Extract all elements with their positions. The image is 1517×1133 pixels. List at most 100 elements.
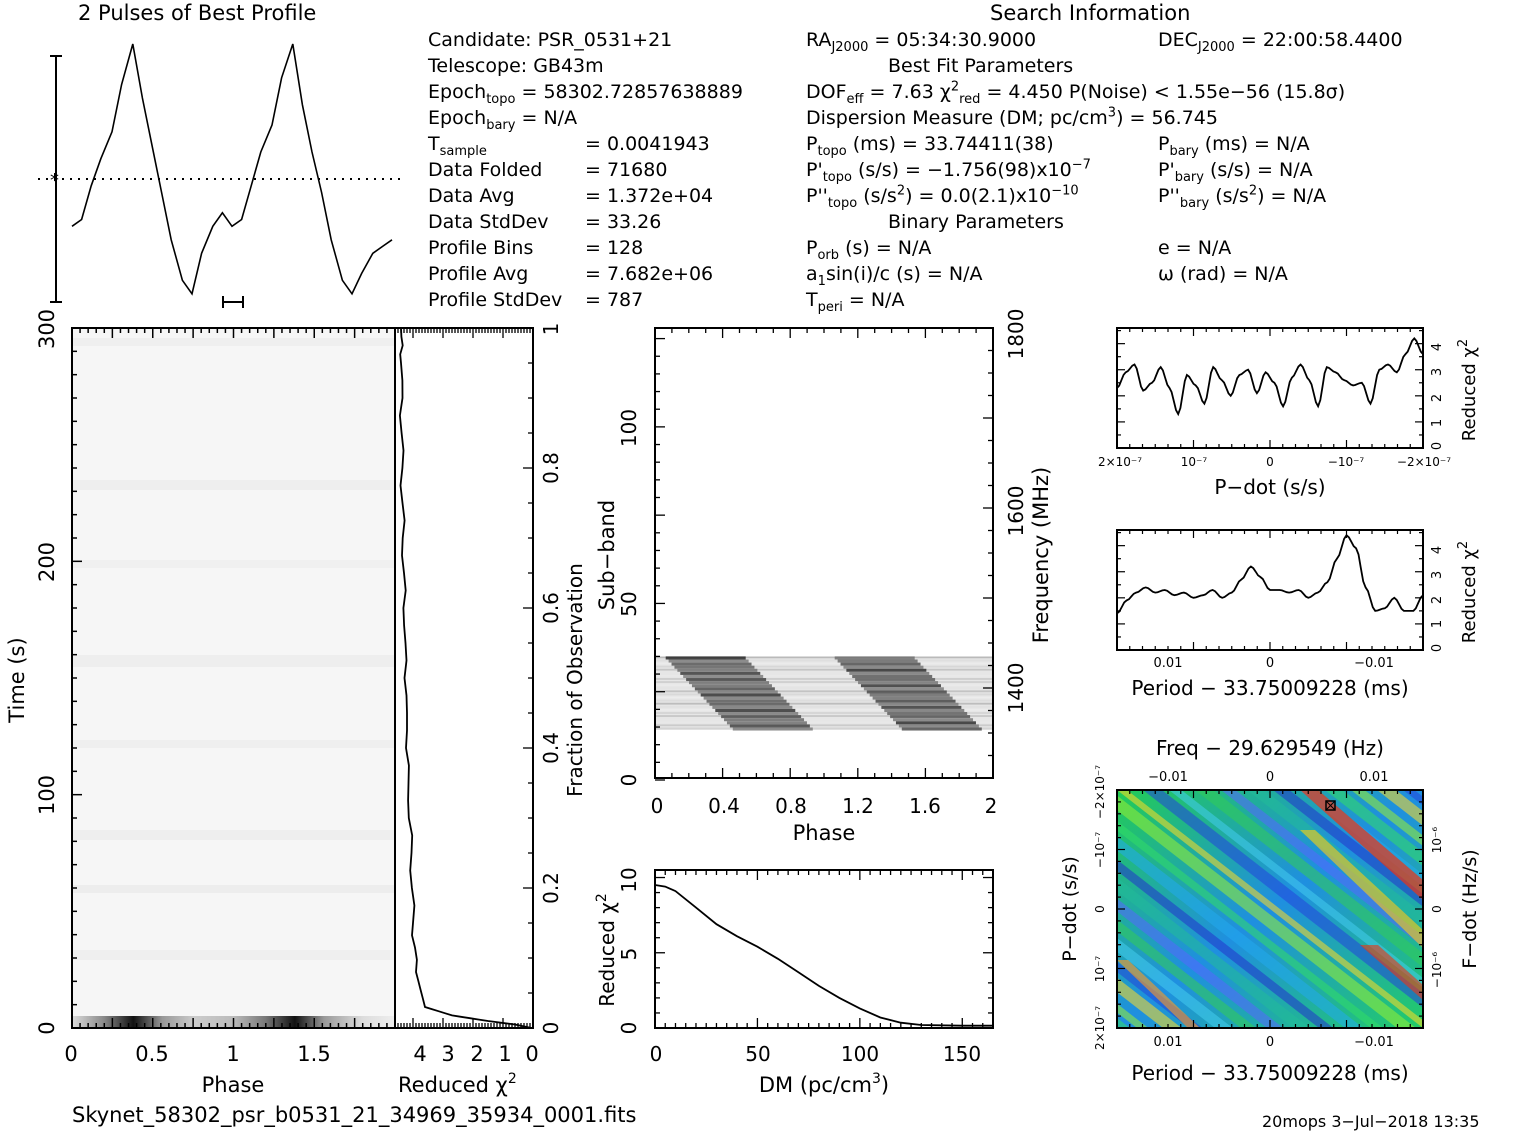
pd-ytick-3: 3 xyxy=(1430,368,1445,376)
subband-row xyxy=(655,671,993,674)
search-info-title: Search Information xyxy=(990,1,1191,25)
data-avg-label: Data Avg xyxy=(428,185,515,207)
ppd-band xyxy=(1117,977,1182,1028)
subband-pulse xyxy=(715,708,796,713)
subband-pulse xyxy=(683,674,764,679)
subband-row xyxy=(655,659,993,662)
sb-phase-xlabel: Phase xyxy=(793,821,856,845)
tperi-line: Tperi = N/A xyxy=(806,289,905,315)
profile-stddev-label: Profile StdDev xyxy=(428,289,563,311)
ppd-band xyxy=(1143,790,1423,1008)
profile-title: 2 Pulses of Best Profile xyxy=(78,1,317,25)
porb-line: Porb (s) = N/A xyxy=(806,237,932,263)
a1sini-line: a1sin(i)/c (s) = N/A xyxy=(806,263,983,289)
ppd-band-yellow xyxy=(1300,830,1423,948)
subband-pulse xyxy=(712,705,793,709)
ppd-period-tick-0.01: 0.01 xyxy=(1154,1035,1183,1050)
dm-redchi-line xyxy=(654,884,993,1027)
timestamp-label: 20mops 3−Jul−2018 13:35 xyxy=(1262,1112,1480,1131)
ppd-band xyxy=(1351,790,1423,846)
ppd-peak-band xyxy=(1300,790,1423,900)
profile-avg-value: = 7.682e+06 xyxy=(585,263,714,285)
ppd-fdot-ylabel: F−dot (Hz/s) xyxy=(1459,849,1481,968)
fraction-ylabel: Fraction of Observation xyxy=(563,563,587,797)
profile-line xyxy=(71,43,393,296)
frac-tick-0: 0 xyxy=(539,1022,563,1035)
time-phase-image xyxy=(72,328,395,1028)
ppd-ytick-0: 0 xyxy=(1093,905,1107,913)
ppd-band xyxy=(1195,790,1423,968)
epoch-bary-line: Epochbary = N/A xyxy=(428,107,578,133)
ppd-band xyxy=(1507,790,1517,1028)
ppd-band xyxy=(1117,1017,1130,1028)
pr-ytick-4: 4 xyxy=(1430,546,1445,554)
dec-line: DECJ2000 = 22:00:58.4400 xyxy=(1158,29,1403,55)
time-tick-100: 100 xyxy=(35,775,59,815)
period-pdot-map: Freq − 29.629549 (Hz) −0.01 0 0.01 0.01 … xyxy=(1059,736,1517,1085)
ppd-ytick-2e-7: 2×10⁻⁷ xyxy=(1093,1006,1107,1050)
subband-row xyxy=(655,684,993,687)
subband-row xyxy=(655,712,993,714)
dm-tick-50: 50 xyxy=(745,1042,770,1066)
dm-ytick-5: 5 xyxy=(617,948,641,961)
fdot-tick-1e-6: 10⁻⁶ xyxy=(1430,827,1444,854)
subband-pulse xyxy=(680,671,761,675)
subband-row xyxy=(655,727,993,730)
subband-pulse xyxy=(843,665,924,669)
best-fit-marker xyxy=(1325,800,1336,811)
pdot-tick-2e-7: 2×10⁻⁷ xyxy=(1098,455,1142,469)
pdot-tick-neg2e-7: −2×10⁻⁷ xyxy=(1397,455,1451,469)
subband-pulse xyxy=(837,659,918,663)
time-tick-200: 200 xyxy=(35,542,59,582)
subband-pulse xyxy=(878,702,959,706)
dof-chi-line: DOFeff = 7.63 χ2red = 4.450 P(Noise) < 1… xyxy=(806,79,1346,107)
redchi-tick-4: 4 xyxy=(413,1042,426,1066)
ppd-band xyxy=(1117,1003,1149,1028)
dm-xlabel: DM (pc/cm3) xyxy=(759,1071,889,1097)
phase-tick-1.5: 1.5 xyxy=(297,1042,330,1066)
subband-row xyxy=(655,656,993,659)
freq-tick-neg0.01: −0.01 xyxy=(1148,770,1188,785)
pddot-bary-line: P''bary (s/s2) = N/A xyxy=(1158,183,1327,211)
time-phase-plot: 0 0.5 1 1.5 Phase 0 100 200 300 Time (s) xyxy=(5,309,396,1097)
time-ylabel: Time (s) xyxy=(5,637,29,723)
profile-bins-value: = 128 xyxy=(585,237,644,259)
dm-ytick-10: 10 xyxy=(617,867,641,892)
telescope-line: Telescope: GB43m xyxy=(428,55,604,77)
ppd-band xyxy=(1117,859,1334,1028)
binary-title: Binary Parameters xyxy=(888,211,1064,233)
subband-pulse xyxy=(893,718,974,722)
subband-pulse xyxy=(869,693,950,697)
ppd-ytick-neg2e-7: −2×10⁻⁷ xyxy=(1093,765,1107,819)
best-fit-title: Best Fit Parameters xyxy=(888,55,1074,77)
subband-pulse xyxy=(709,702,790,706)
profile-stddev-value: = 787 xyxy=(585,289,644,311)
subband-pulse xyxy=(691,684,772,688)
subband-row xyxy=(655,724,993,727)
pr-ytick-0: 0 xyxy=(1430,644,1445,652)
subband-pulse xyxy=(697,690,778,694)
subband-row xyxy=(655,693,993,696)
subband-pulse xyxy=(895,721,976,725)
subband-row xyxy=(655,699,993,702)
pd-ytick-0: 0 xyxy=(1430,442,1445,450)
ppd-band xyxy=(1117,919,1257,1028)
period-tick-0: 0 xyxy=(1266,656,1274,671)
profile-avg-label: Profile Avg xyxy=(428,263,529,285)
subband-pulse xyxy=(703,696,784,700)
pd-ytick-1: 1 xyxy=(1430,419,1445,427)
phase-tick-0: 0 xyxy=(64,1042,77,1066)
eccentricity-line: e = N/A xyxy=(1158,237,1232,259)
ppd-period-xlabel: Period − 33.75009228 (ms) xyxy=(1131,1061,1408,1085)
ppd-period-tick-neg0.01: −0.01 xyxy=(1354,1035,1394,1050)
subband-pulse xyxy=(887,712,968,716)
phase-tick-0.5: 0.5 xyxy=(135,1042,168,1066)
ppd-band xyxy=(1117,937,1233,1028)
data-avg-value: = 1.372e+04 xyxy=(585,185,714,207)
pr-ytick-1: 1 xyxy=(1430,620,1445,628)
subband-ylabel: Sub−band xyxy=(595,500,619,610)
pddot-topo-line: P''topo (s/s2) = 0.0(2.1)x10−10 xyxy=(806,183,1079,211)
freq-tick-0: 0 xyxy=(1266,770,1274,785)
dm-line: Dispersion Measure (DM; pc/cm3) = 56.745 xyxy=(806,105,1218,129)
subband-pulse xyxy=(898,724,979,728)
